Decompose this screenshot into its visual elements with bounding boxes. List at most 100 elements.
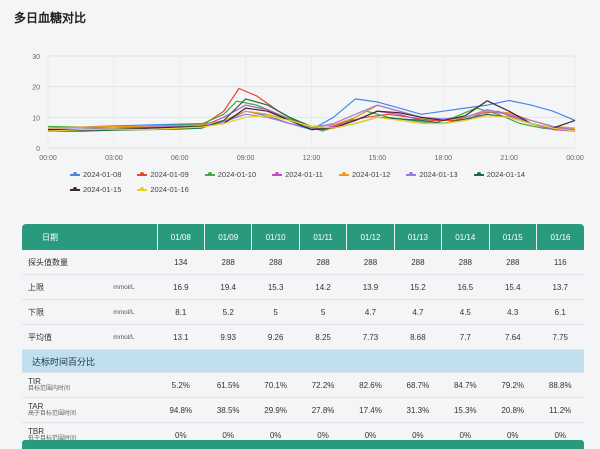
row-unit: mmol/L bbox=[112, 299, 158, 325]
table-cell: 288 bbox=[346, 250, 395, 275]
date-column-header: 01/08 bbox=[157, 224, 206, 250]
table-cell: 84.7% bbox=[441, 372, 490, 398]
row-label: TAR 高于目标范围时间 bbox=[22, 397, 158, 423]
legend-swatch bbox=[338, 171, 349, 176]
table-cell: 9.26 bbox=[251, 324, 300, 350]
table-cell: 82.6% bbox=[346, 372, 395, 398]
table-cell: 288 bbox=[251, 250, 300, 275]
legend-swatch bbox=[137, 186, 148, 191]
table-cell: 15.4 bbox=[489, 274, 537, 300]
row-unit: mmol/L bbox=[112, 274, 158, 300]
x-tick-label: 21:00 bbox=[500, 155, 518, 162]
row-unit bbox=[112, 250, 158, 275]
legend-label: 2024-01-10 bbox=[217, 170, 257, 179]
metric-description: 目标范围内时间 bbox=[28, 386, 71, 393]
date-column-header: 01/11 bbox=[299, 224, 348, 250]
date-header: 日期 bbox=[22, 224, 158, 250]
date-column-header: 01/15 bbox=[489, 224, 537, 250]
table-cell: 29.9% bbox=[251, 397, 300, 423]
table-cell: 7.64 bbox=[489, 324, 537, 350]
legend-label: 2024-01-09 bbox=[150, 170, 189, 179]
table-cell: 19.4 bbox=[204, 274, 252, 300]
legend-label: 2024-01-15 bbox=[83, 185, 122, 194]
table-cell: 288 bbox=[204, 250, 252, 275]
row-label: 平均值 bbox=[22, 324, 113, 350]
legend-item[interactable]: 2024-01-11 bbox=[272, 170, 323, 179]
table-cell: 8.68 bbox=[394, 324, 442, 350]
table-row: TAR 高于目标范围时间 94.8% 38.5% 29.9% 27.8% 17.4% 31.3… bbox=[22, 397, 584, 423]
table-cell: 16.9 bbox=[157, 274, 205, 300]
legend-label: 2024-01-08 bbox=[83, 170, 122, 179]
legend-item[interactable]: 2024-01-14 bbox=[473, 170, 526, 179]
row-label: TIR 目标范围内时间 bbox=[22, 372, 158, 398]
date-column-header: 01/09 bbox=[204, 224, 253, 250]
glucose-line-chart: 0 10 20 30 00:00 03:00 06:00 09:00 12:00 15:00 18:… bbox=[32, 54, 584, 162]
table-cell: 13.7 bbox=[536, 274, 584, 300]
legend-label: 2024-01-16 bbox=[150, 185, 189, 194]
legend-swatch bbox=[473, 171, 484, 176]
table-header-row: 日期 01/08 01/09 01/10 01/11 01/12 01/13 01/14 01… bbox=[22, 224, 584, 250]
legend-item[interactable]: 2024-01-12 bbox=[338, 170, 391, 179]
table-cell: 13.1 bbox=[157, 324, 205, 350]
row-label: 下限 bbox=[22, 299, 113, 325]
metric-description: 高于目标范围时间 bbox=[28, 411, 77, 418]
section-row: 达标时间百分比 bbox=[22, 349, 584, 373]
table-cell: 9.93 bbox=[204, 324, 252, 350]
legend-item[interactable]: 2024-01-09 bbox=[137, 170, 189, 179]
y-tick-label: 30 bbox=[32, 54, 40, 61]
section-label: 达标时间百分比 bbox=[22, 349, 584, 373]
stats-table: 日期 01/08 01/09 01/10 01/11 01/12 01/13 01/14 01… bbox=[22, 224, 584, 448]
table-cell: 27.8% bbox=[299, 397, 347, 423]
metric-name: TIR bbox=[28, 376, 41, 386]
table-cell: 61.5% bbox=[204, 372, 252, 398]
table-cell: 7.7 bbox=[441, 324, 490, 350]
legend-item[interactable]: 2024-01-13 bbox=[406, 170, 458, 179]
table-cell: 8.25 bbox=[299, 324, 347, 350]
legend-row: 2024-01-08 2024-01-09 2024-01-10 2024-01-11… bbox=[70, 170, 550, 179]
legend-swatch bbox=[204, 171, 215, 176]
legend-swatch bbox=[137, 171, 148, 176]
table-row: 探头值数量 134 288 288 288 288 288 288 288 116 bbox=[22, 250, 584, 275]
x-tick-label: 00:00 bbox=[566, 155, 584, 162]
table-cell: 288 bbox=[299, 250, 347, 275]
table-cell: 14.2 bbox=[299, 274, 347, 300]
date-column-header: 01/14 bbox=[441, 224, 490, 250]
table-cell: 7.73 bbox=[346, 324, 395, 350]
table-cell: 6.1 bbox=[536, 299, 584, 325]
y-tick-label: 10 bbox=[32, 115, 40, 122]
table-cell: 288 bbox=[489, 250, 537, 275]
table-cell: 70.1% bbox=[251, 372, 300, 398]
table-cell: 288 bbox=[394, 250, 442, 275]
table-cell: 134 bbox=[157, 250, 205, 275]
metric-name: TBR bbox=[28, 426, 44, 436]
y-tick-label: 0 bbox=[36, 146, 40, 153]
date-column-header: 01/13 bbox=[394, 224, 443, 250]
table-row: TIR 目标范围内时间 5.2% 61.5% 70.1% 72.2% 82.6% 68.7% 8… bbox=[22, 372, 584, 398]
row-label: 上限 bbox=[22, 274, 113, 300]
legend-label: 2024-01-12 bbox=[351, 170, 391, 179]
legend-label: 2024-01-14 bbox=[486, 170, 526, 179]
table-cell: 17.4% bbox=[346, 397, 395, 423]
table-cell: 7.75 bbox=[536, 324, 584, 350]
legend-item[interactable]: 2024-01-15 bbox=[70, 185, 121, 194]
legend-item[interactable]: 2024-01-16 bbox=[137, 185, 189, 194]
row-label: 探头值数量 bbox=[22, 250, 113, 275]
legend-item[interactable]: 2024-01-08 bbox=[70, 170, 121, 179]
legend-label: 2024-01-11 bbox=[285, 170, 323, 179]
bottom-bar bbox=[22, 440, 584, 449]
table-cell: 16.5 bbox=[441, 274, 490, 300]
series-line-2024-01-16 bbox=[47, 115, 576, 132]
table-cell: 116 bbox=[536, 250, 584, 275]
row-unit: mmol/L bbox=[112, 324, 158, 350]
x-tick-label: 18:00 bbox=[434, 155, 452, 162]
table-cell: 288 bbox=[441, 250, 490, 275]
table-cell: 38.5% bbox=[204, 397, 252, 423]
legend-item[interactable]: 2024-01-10 bbox=[204, 170, 257, 179]
table-cell: 15.3% bbox=[441, 397, 490, 423]
date-column-header: 01/10 bbox=[251, 224, 300, 250]
table-cell: 94.8% bbox=[157, 397, 205, 423]
legend-swatch bbox=[406, 171, 417, 176]
table-cell: 13.9 bbox=[346, 274, 395, 300]
table-row: 下限 mmol/L 8.1 5.2 5 5 4.7 4.7 4.5 4.3 6.1 bbox=[22, 299, 584, 325]
